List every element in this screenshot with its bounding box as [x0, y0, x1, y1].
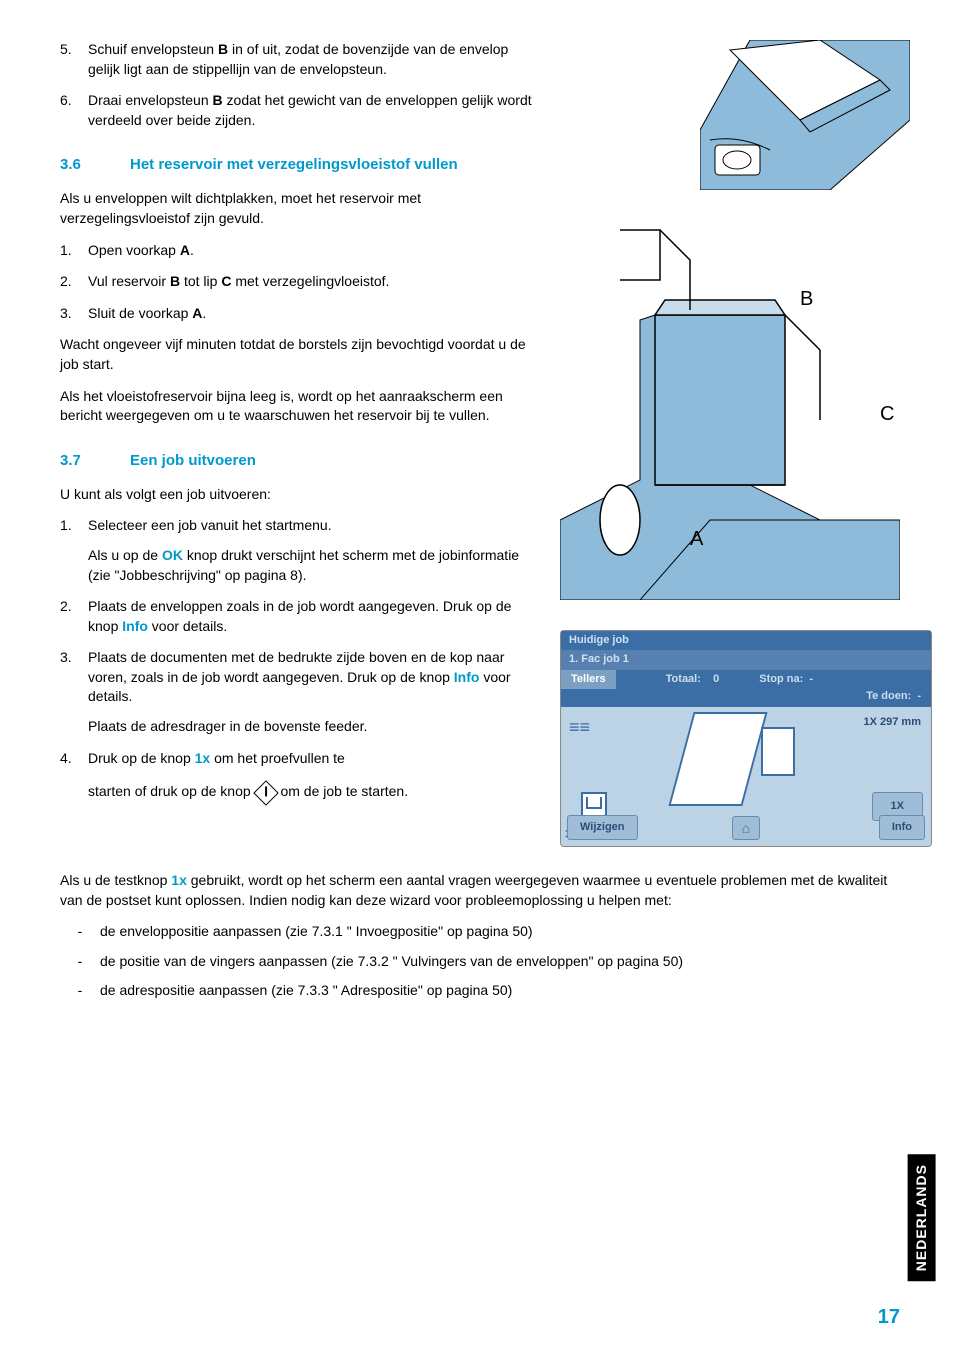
sec36-item-2: 2. Vul reservoir B tot lip C met verzege… [60, 272, 540, 292]
sec37-item-1: 1. Selecteer een job vanuit het startmen… [60, 516, 540, 585]
dim2: 1X 297 mm [864, 715, 921, 730]
label-c: C [880, 400, 894, 428]
step-num: 5. [60, 40, 88, 79]
sec37-item-3: 3. Plaats de documenten met de bedrukte … [60, 648, 540, 736]
illustration-reservoir: B C A [560, 220, 900, 600]
illustration-envelope-holder [700, 40, 910, 190]
sec37-item-4: 4. Druk op de knop 1x om het proefvullen… [60, 749, 540, 802]
heading-3-7: 3.7 Een job uitvoeren [60, 450, 540, 471]
dash-3: - de adrespositie aanpassen (zie 7.3.3 "… [60, 981, 910, 1001]
btn-wijzigen[interactable]: Wijzigen [567, 815, 638, 840]
sec36-item-3: 3. Sluit de voorkap A. [60, 304, 540, 324]
sec37-item-2: 2. Plaats de enveloppen zoals in de job … [60, 597, 540, 636]
step-6: 6. Draai envelopsteun B zodat het gewich… [60, 91, 540, 130]
left-column: 5. Schuif envelopsteun B in of uit, zoda… [60, 40, 540, 847]
tab-tellers[interactable]: Tellers [561, 670, 616, 689]
feeder-icon [761, 727, 795, 776]
paper-icon [668, 712, 767, 806]
footer-block: Als u de testknop 1x gebruikt, wordt op … [60, 871, 910, 1001]
step-body: Draai envelopsteun B zodat het gewicht v… [88, 91, 540, 130]
dash-1: - de enveloppositie aanpassen (zie 7.3.1… [60, 922, 910, 942]
language-tab: NEDERLANDS [908, 1154, 936, 1281]
label-b: B [800, 285, 813, 313]
scr-tabs: Tellers Totaal: 0 Stop na: - [561, 670, 931, 689]
btn-home[interactable]: ⌂ [732, 816, 760, 840]
label-a: A [690, 525, 703, 553]
sec37-intro: U kunt als volgt een job uitvoeren: [60, 485, 540, 505]
scr-header2: 1. Fac job 1 [561, 650, 931, 669]
right-column: B C A Huidige job 1. Fac job 1 Tellers T… [560, 40, 910, 847]
step-num: 6. [60, 91, 88, 130]
scr-header1: Huidige job [561, 631, 931, 650]
dash-2: - de positie van de vingers aanpassen (z… [60, 952, 910, 972]
step-body: Schuif envelopsteun B in of uit, zodat d… [88, 40, 540, 79]
sec36-p2: Als het vloeistofreservoir bijna leeg is… [60, 387, 540, 426]
step-5: 5. Schuif envelopsteun B in of uit, zoda… [60, 40, 540, 79]
sec36-p1: Wacht ongeveer vijf minuten totdat de bo… [60, 335, 540, 374]
heading-3-6: 3.6 Het reservoir met verzegelingsvloeis… [60, 154, 540, 175]
sec36-intro: Als u enveloppen wilt dichtplakken, moet… [60, 189, 540, 228]
sec36-item-1: 1. Open voorkap A. [60, 241, 540, 261]
page-number: 17 [878, 1303, 900, 1331]
start-icon [253, 780, 278, 805]
btn-info[interactable]: Info [879, 815, 925, 840]
touchscreen-mock: Huidige job 1. Fac job 1 Tellers Totaal:… [560, 630, 932, 847]
